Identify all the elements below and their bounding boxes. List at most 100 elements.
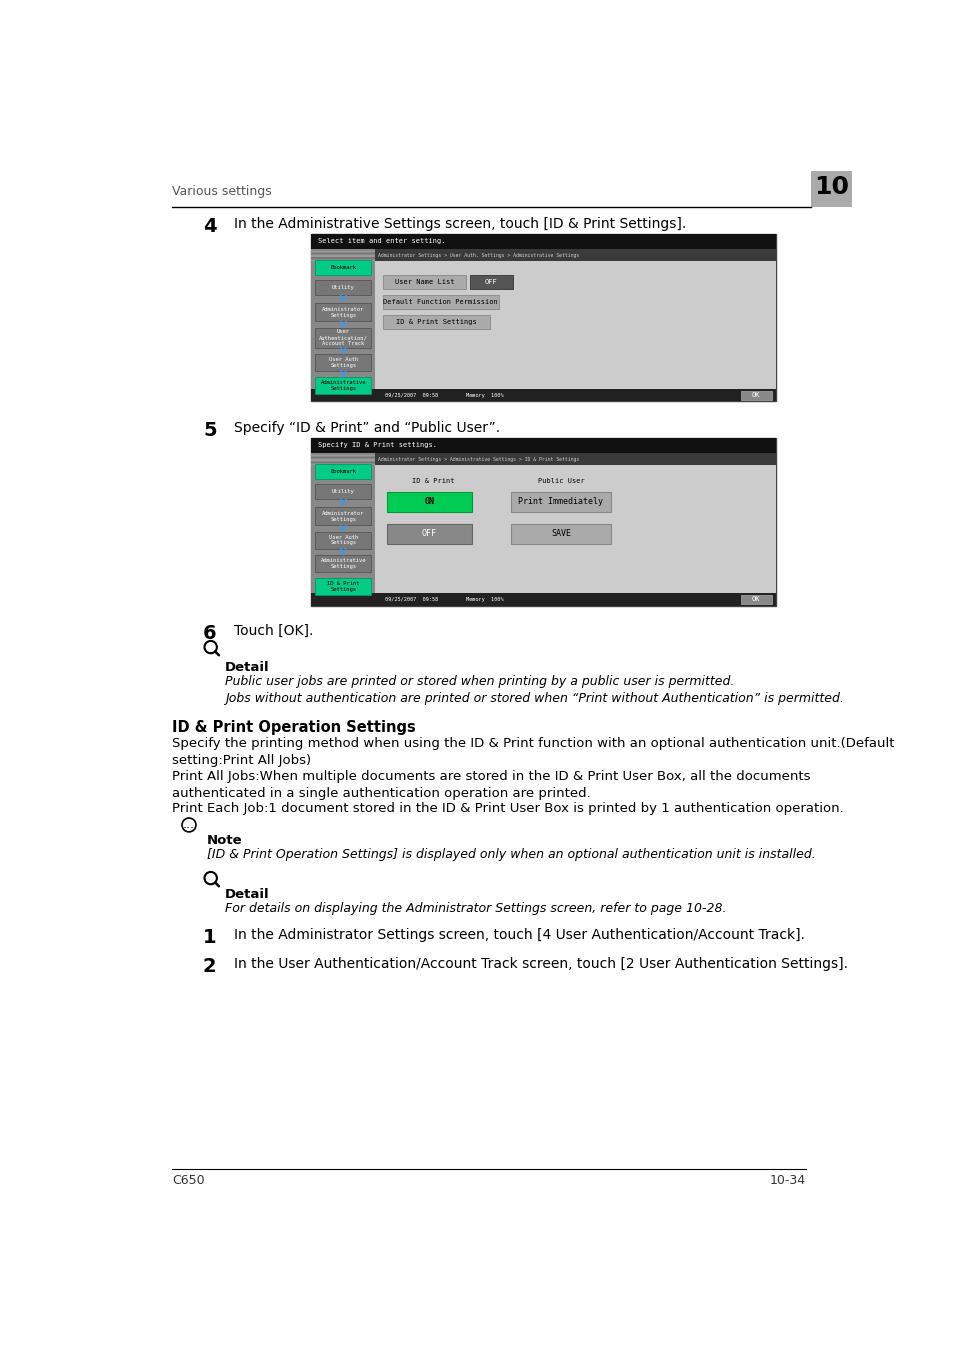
Bar <box>315 532 371 548</box>
Bar <box>311 259 375 262</box>
Text: Administrator Settings > User Auth. Settings > Administrative Settings: Administrator Settings > User Auth. Sett… <box>377 252 578 258</box>
Text: Print Each Job:1 document stored in the ID & Print User Box is printed by 1 auth: Print Each Job:1 document stored in the … <box>172 802 842 815</box>
Text: OFF: OFF <box>484 279 497 285</box>
Bar <box>311 251 375 252</box>
Bar <box>311 455 375 456</box>
Text: 5: 5 <box>203 421 216 440</box>
Text: OFF: OFF <box>421 529 436 539</box>
Text: Memory  100%: Memory 100% <box>466 393 503 398</box>
Bar <box>382 296 498 309</box>
Text: Jobs without authentication are printed or stored when “Print without Authentica: Jobs without authentication are printed … <box>224 691 842 705</box>
Bar <box>315 377 371 394</box>
Text: 1: 1 <box>203 929 216 948</box>
Text: Specify the printing method when using the ID & Print function with an optional : Specify the printing method when using t… <box>172 737 894 767</box>
Text: 6: 6 <box>203 624 216 643</box>
Bar <box>311 456 375 459</box>
Bar <box>375 466 776 593</box>
Text: ID & Print: ID & Print <box>412 478 454 483</box>
Text: Bookmark: Bookmark <box>330 468 355 474</box>
Text: C650: C650 <box>172 1174 204 1187</box>
Text: Note: Note <box>207 834 242 848</box>
Text: Various settings: Various settings <box>172 185 272 197</box>
Text: SAVE: SAVE <box>551 529 571 539</box>
Bar <box>311 255 375 256</box>
Bar <box>315 555 371 571</box>
Text: Public user jobs are printed or stored when printing by a public user is permitt: Public user jobs are printed or stored w… <box>224 675 733 687</box>
Text: ON: ON <box>424 497 434 506</box>
Text: 10-34: 10-34 <box>769 1174 805 1187</box>
Bar <box>469 275 513 289</box>
Bar <box>311 258 375 259</box>
Text: Utility: Utility <box>332 285 355 290</box>
Text: 09/25/2007  09:58: 09/25/2007 09:58 <box>385 393 437 398</box>
Bar <box>510 491 611 512</box>
Bar <box>315 302 371 321</box>
Text: For details on displaying the Administrator Settings screen, refer to page 10-28: For details on displaying the Administra… <box>224 902 725 915</box>
Bar <box>375 262 776 389</box>
Text: User Name List: User Name List <box>395 279 454 285</box>
Bar <box>311 252 375 254</box>
Bar <box>386 524 472 544</box>
Bar <box>315 328 371 347</box>
Text: 4: 4 <box>203 217 216 236</box>
Bar <box>810 171 851 207</box>
Bar <box>386 491 472 512</box>
Bar <box>315 578 371 595</box>
Bar <box>510 524 611 544</box>
Text: Administrator Settings > Administrative Settings > ID & Print Settings: Administrator Settings > Administrative … <box>377 456 578 462</box>
Text: Administrator
Settings: Administrator Settings <box>322 306 364 317</box>
Bar <box>311 437 776 606</box>
Bar <box>315 279 371 296</box>
Bar <box>311 389 776 401</box>
Text: [ID & Print Operation Settings] is displayed only when an optional authenticatio: [ID & Print Operation Settings] is displ… <box>207 848 815 861</box>
Bar <box>311 459 375 460</box>
Text: Administrative
Settings: Administrative Settings <box>320 379 366 390</box>
Text: OK: OK <box>751 597 760 602</box>
Text: Select item and enter setting.: Select item and enter setting. <box>317 239 445 244</box>
Bar <box>311 464 375 466</box>
Bar <box>740 595 771 603</box>
Text: Specify “ID & Print” and “Public User”.: Specify “ID & Print” and “Public User”. <box>233 421 499 435</box>
Text: Print All Jobs:When multiple documents are stored in the ID & Print User Box, al: Print All Jobs:When multiple documents a… <box>172 769 810 799</box>
Text: Default Function Permission: Default Function Permission <box>383 300 497 305</box>
Bar <box>311 248 375 389</box>
Text: 10: 10 <box>813 176 848 200</box>
Bar <box>382 316 489 329</box>
Text: In the Administrative Settings screen, touch [ID & Print Settings].: In the Administrative Settings screen, t… <box>233 217 685 231</box>
Text: Administrative
Settings: Administrative Settings <box>320 558 366 568</box>
Text: User Auth
Settings: User Auth Settings <box>328 356 357 367</box>
Bar <box>311 454 375 593</box>
Text: In the User Authentication/Account Track screen, touch [2 User Authentication Se: In the User Authentication/Account Track… <box>233 957 847 972</box>
Bar <box>311 462 375 463</box>
Text: 09/25/2007  09:58: 09/25/2007 09:58 <box>385 597 437 602</box>
Text: User
Authentication/
Account Track: User Authentication/ Account Track <box>318 329 367 346</box>
Bar <box>315 259 371 275</box>
Text: Utility: Utility <box>332 489 355 494</box>
Text: Print Immediately: Print Immediately <box>518 497 603 506</box>
Bar <box>315 508 371 525</box>
Text: ID & Print
Settings: ID & Print Settings <box>327 580 359 591</box>
Bar <box>382 275 466 289</box>
Text: OK: OK <box>751 393 760 398</box>
Bar <box>375 248 776 262</box>
Text: ...: ... <box>183 818 194 830</box>
Text: In the Administrator Settings screen, touch [4 User Authentication/Account Track: In the Administrator Settings screen, to… <box>233 929 804 942</box>
Text: Administrator
Settings: Administrator Settings <box>322 510 364 521</box>
Text: ID & Print Operation Settings: ID & Print Operation Settings <box>172 721 416 736</box>
Bar <box>311 593 776 606</box>
Bar <box>315 483 371 499</box>
Bar <box>315 464 371 479</box>
Text: ID & Print Settings: ID & Print Settings <box>395 319 476 325</box>
Bar <box>315 354 371 371</box>
Bar <box>375 454 776 466</box>
Bar <box>740 390 771 400</box>
Bar <box>311 437 776 454</box>
Text: Public User: Public User <box>537 478 584 483</box>
Text: 2: 2 <box>203 957 216 976</box>
Text: User Auth
Settings: User Auth Settings <box>328 535 357 545</box>
Text: Detail: Detail <box>224 888 269 900</box>
Text: Detail: Detail <box>224 662 269 674</box>
Text: Touch [OK].: Touch [OK]. <box>233 624 313 639</box>
Text: Bookmark: Bookmark <box>330 265 355 270</box>
Bar <box>311 234 776 248</box>
